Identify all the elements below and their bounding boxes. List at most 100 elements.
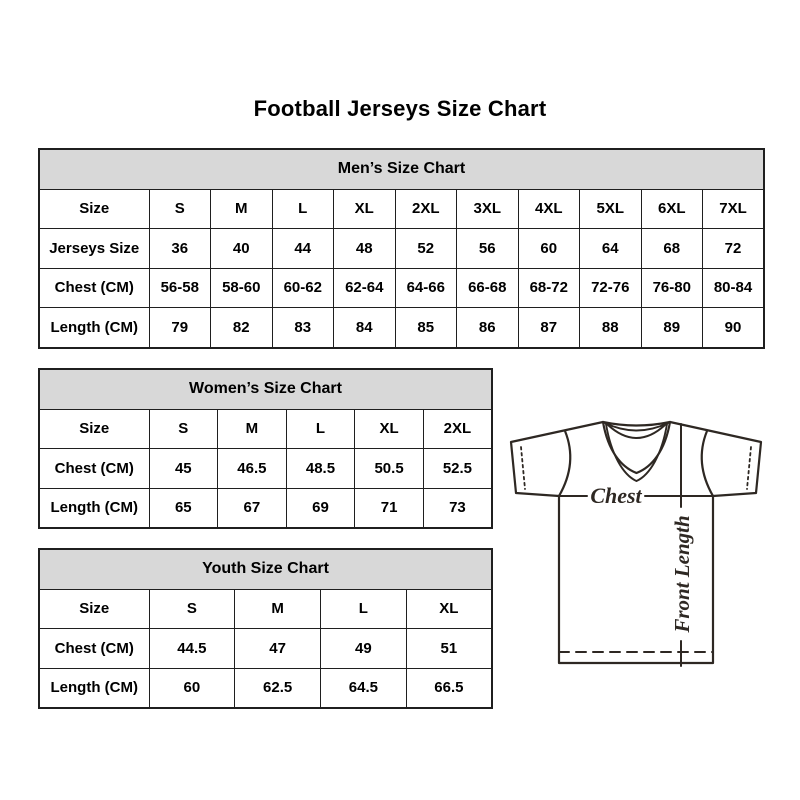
data-cell: 62-64 [333, 267, 396, 308]
data-cell: 80-84 [702, 267, 765, 308]
data-cell: 85 [394, 307, 457, 348]
table-title: Men’s Size Chart [38, 148, 765, 190]
data-cell: 46.5 [217, 448, 287, 489]
table-row: Chest (CM) 45 46.5 48.5 50.5 52.5 [38, 448, 493, 489]
data-cell: 58-60 [210, 267, 273, 308]
data-cell: 64-66 [394, 267, 457, 308]
data-cell: 67 [217, 487, 287, 529]
column-header-cell: M [217, 408, 287, 449]
data-cell: 83 [271, 307, 334, 348]
data-cell: 66.5 [405, 667, 493, 709]
data-cell: 56 [456, 228, 519, 269]
column-header-cell: 2XL [394, 188, 457, 229]
right-armhole-seam [700, 429, 715, 498]
data-cell: 51 [405, 628, 493, 669]
column-header-cell: XL [333, 188, 396, 229]
mens-size-chart-table: Men’s Size Chart Size S M L XL 2XL 3XL 4XL 5XL 6XL… [38, 148, 765, 349]
data-cell: 65 [148, 487, 219, 529]
row-label-cell: Chest (CM) [38, 628, 150, 669]
data-cell: 72-76 [579, 267, 642, 308]
column-header-cell: L [285, 408, 356, 449]
column-header-cell: 2XL [422, 408, 493, 449]
front-length-label: Front Length [670, 515, 694, 633]
column-header-cell: S [148, 588, 236, 629]
data-cell: 68-72 [517, 267, 580, 308]
data-cell: 52 [394, 228, 457, 269]
data-cell: 62.5 [234, 667, 321, 709]
table-row: Chest (CM) 56-58 58-60 60-62 62-64 64-66 66-68… [38, 267, 765, 308]
table-title: Women’s Size Chart [38, 368, 493, 410]
data-cell: 47 [234, 628, 321, 669]
data-cell: 64 [579, 228, 642, 269]
data-cell: 86 [456, 307, 519, 348]
data-cell: 48 [333, 228, 396, 269]
row-label-cell: Jerseys Size [38, 228, 150, 269]
column-header-cell: M [234, 588, 321, 629]
left-cuff-dotted-line [520, 446, 526, 490]
collar-v-outer [601, 420, 672, 475]
data-cell: 45 [148, 448, 219, 489]
table-row: Jerseys Size 36 40 44 48 52 56 60 64 68 72 [38, 228, 765, 269]
table-row: Length (CM) 79 82 83 84 85 86 87 88 89 90 [38, 307, 765, 348]
data-cell: 44.5 [148, 628, 236, 669]
table-row: Length (CM) 65 67 69 71 73 [38, 487, 493, 529]
data-cell: 60 [517, 228, 580, 269]
column-header-cell: 4XL [517, 188, 580, 229]
youth-size-chart-table: Youth Size Chart Size S M L XL Chest (CM) 44.5 4… [38, 548, 493, 709]
data-cell: 87 [517, 307, 580, 348]
row-label-cell: Length (CM) [38, 667, 150, 709]
column-header-cell: L [271, 188, 334, 229]
table-row: Size S M L XL 2XL 3XL 4XL 5XL 6XL 7XL [38, 188, 765, 229]
row-label-cell: Chest (CM) [38, 267, 150, 308]
data-cell: 49 [320, 628, 407, 669]
data-cell: 73 [422, 487, 493, 529]
right-cuff-dotted-line [746, 446, 752, 490]
data-cell: 88 [579, 307, 642, 348]
collar-back-arc-1 [604, 422, 669, 432]
column-header-cell: S [148, 408, 219, 449]
data-cell: 69 [285, 487, 356, 529]
data-cell: 79 [148, 307, 211, 348]
data-cell: 72 [702, 228, 765, 269]
column-header-cell: XL [405, 588, 493, 629]
table-row: Size S M L XL [38, 588, 493, 629]
left-armhole-seam [557, 429, 572, 498]
jersey-outline [509, 420, 763, 665]
data-cell: 82 [210, 307, 273, 348]
column-header-cell: L [320, 588, 407, 629]
collar-v-inner [605, 423, 668, 482]
data-cell: 76-80 [640, 267, 703, 308]
table-row: Size S M L XL 2XL [38, 408, 493, 449]
data-cell: 36 [148, 228, 211, 269]
column-header-cell: 3XL [456, 188, 519, 229]
column-header-cell: 6XL [640, 188, 703, 229]
data-cell: 52.5 [422, 448, 493, 489]
table-title: Youth Size Chart [38, 548, 493, 590]
row-label-cell: Size [38, 588, 150, 629]
row-label-cell: Size [38, 408, 150, 449]
data-cell: 40 [210, 228, 273, 269]
chest-label: Chest [590, 483, 642, 508]
data-cell: 68 [640, 228, 703, 269]
data-cell: 71 [354, 487, 424, 529]
data-cell: 44 [271, 228, 334, 269]
column-header-cell: 5XL [579, 188, 642, 229]
womens-size-chart-table: Women’s Size Chart Size S M L XL 2XL Chest (CM)… [38, 368, 493, 529]
data-cell: 66-68 [456, 267, 519, 308]
data-cell: 90 [702, 307, 765, 348]
table-row: Chest (CM) 44.5 47 49 51 [38, 628, 493, 669]
data-cell: 60-62 [271, 267, 334, 308]
column-header-cell: M [210, 188, 273, 229]
data-cell: 89 [640, 307, 703, 348]
column-header-cell: XL [354, 408, 424, 449]
data-cell: 60 [148, 667, 236, 709]
row-label-cell: Chest (CM) [38, 448, 150, 489]
collar-back-arc-2 [607, 424, 666, 439]
data-cell: 64.5 [320, 667, 407, 709]
data-cell: 50.5 [354, 448, 424, 489]
jersey-measurement-diagram: Chest Front Length [509, 420, 763, 667]
column-header-cell: S [148, 188, 211, 229]
table-row: Length (CM) 60 62.5 64.5 66.5 [38, 667, 493, 709]
data-cell: 84 [333, 307, 396, 348]
